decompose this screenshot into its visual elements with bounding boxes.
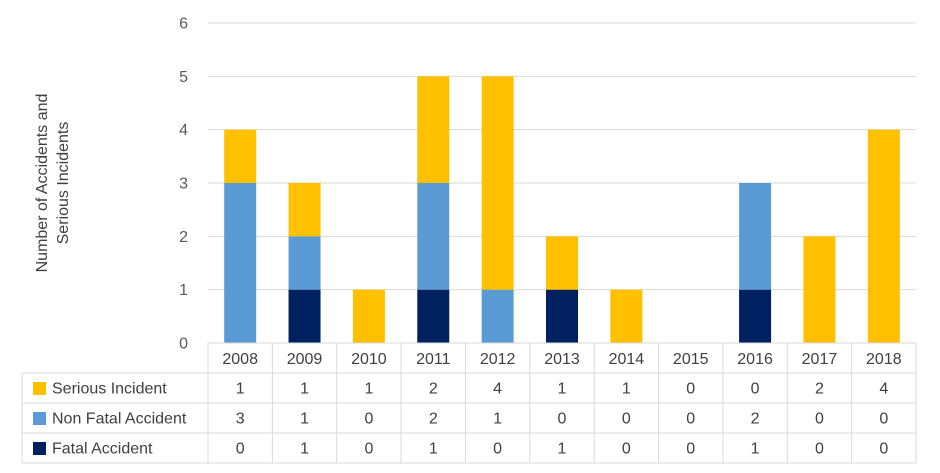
bar-segment [288, 183, 321, 237]
bar-segment [739, 183, 772, 290]
x-tick-label: 2015 [673, 351, 709, 368]
x-tick-label: 2018 [866, 351, 902, 368]
y-tick-label: 5 [179, 69, 188, 86]
bar-segment [288, 236, 321, 290]
x-tick-label: 2016 [737, 351, 773, 368]
y-tick-label: 2 [179, 229, 188, 246]
data-table-value: 0 [686, 411, 695, 428]
data-table-value: 1 [236, 381, 245, 398]
data-table-value: 1 [751, 441, 760, 458]
data-table-value: 3 [236, 411, 245, 428]
data-table-value: 1 [364, 381, 373, 398]
x-tick-label: 2010 [351, 351, 387, 368]
legend-swatch [33, 442, 46, 455]
x-tick-label: 2013 [544, 351, 580, 368]
data-table-value: 1 [558, 381, 567, 398]
data-table-value: 0 [879, 411, 888, 428]
legend-label: Serious Incident [52, 381, 167, 398]
bar-segment [224, 129, 257, 183]
data-table-value: 1 [622, 381, 631, 398]
data-table-value: 0 [622, 411, 631, 428]
bar-segment [352, 289, 385, 343]
data-table-value: 2 [751, 411, 760, 428]
legend-label: Fatal Accident [52, 441, 153, 458]
bar-segment [546, 236, 578, 290]
x-tick-label: 2008 [222, 351, 258, 368]
y-axis-title-line: Number of Accidents and [34, 94, 51, 273]
data-table-value: 2 [429, 381, 438, 398]
bar-segment [417, 76, 450, 183]
legend-swatch [33, 382, 46, 395]
y-tick-label: 1 [179, 282, 188, 299]
data-table-value: 0 [236, 441, 245, 458]
bar-segment [803, 236, 836, 343]
data-table-value: 1 [493, 411, 502, 428]
data-table-value: 2 [815, 381, 824, 398]
y-axis-title: Number of Accidents and Serious Incidents [34, 94, 72, 273]
x-tick-label: 2009 [287, 351, 323, 368]
bar-segment [867, 129, 900, 343]
data-table-value: 2 [429, 411, 438, 428]
data-table: 2008 2009 2010 2011 2012 2013 2014 2015 2016 2017… [21, 342, 917, 464]
data-table-value: 0 [686, 441, 695, 458]
bar-segment [739, 289, 772, 343]
bar-segment [481, 289, 514, 343]
y-tick-label: 3 [179, 176, 188, 193]
data-table-value: 0 [558, 411, 567, 428]
data-table-value: 0 [686, 381, 695, 398]
data-table-value: 1 [558, 441, 567, 458]
bar-segment [417, 183, 450, 290]
data-table-value: 0 [815, 411, 824, 428]
legend-label: Non Fatal Accident [52, 411, 187, 428]
bar-segment [481, 76, 514, 290]
data-table-value: 1 [300, 411, 309, 428]
y-axis-title-line: Serious Incidents [55, 122, 72, 245]
data-table-value: 0 [493, 441, 502, 458]
bar-segment [288, 289, 321, 343]
x-tick-label: 2014 [609, 351, 645, 368]
data-table-value: 0 [364, 411, 373, 428]
y-tick-label: 4 [179, 122, 188, 139]
legend-swatch [33, 412, 46, 425]
data-table-value: 1 [429, 441, 438, 458]
x-tick-label: 2017 [802, 351, 838, 368]
x-tick-label: 2011 [416, 351, 451, 368]
data-table-value: 0 [364, 441, 373, 458]
data-table-value: 0 [622, 441, 631, 458]
bar-segment [610, 289, 643, 343]
y-tick-label: 0 [179, 336, 188, 353]
bar-segment [417, 289, 450, 343]
y-tick-label: 6 [179, 16, 188, 33]
data-table-value: 0 [815, 441, 824, 458]
data-table-value: 0 [751, 381, 760, 398]
bars [224, 76, 900, 343]
data-table-value: 0 [879, 441, 888, 458]
bar-segment [224, 183, 257, 343]
x-tick-label: 2012 [480, 351, 516, 368]
y-axis-ticks: 0 1 2 3 4 5 6 [179, 16, 188, 353]
data-table-value: 1 [300, 441, 309, 458]
data-table-value: 1 [300, 381, 309, 398]
bar-segment [546, 289, 578, 343]
data-table-value: 4 [879, 381, 888, 398]
data-table-value: 4 [493, 381, 502, 398]
